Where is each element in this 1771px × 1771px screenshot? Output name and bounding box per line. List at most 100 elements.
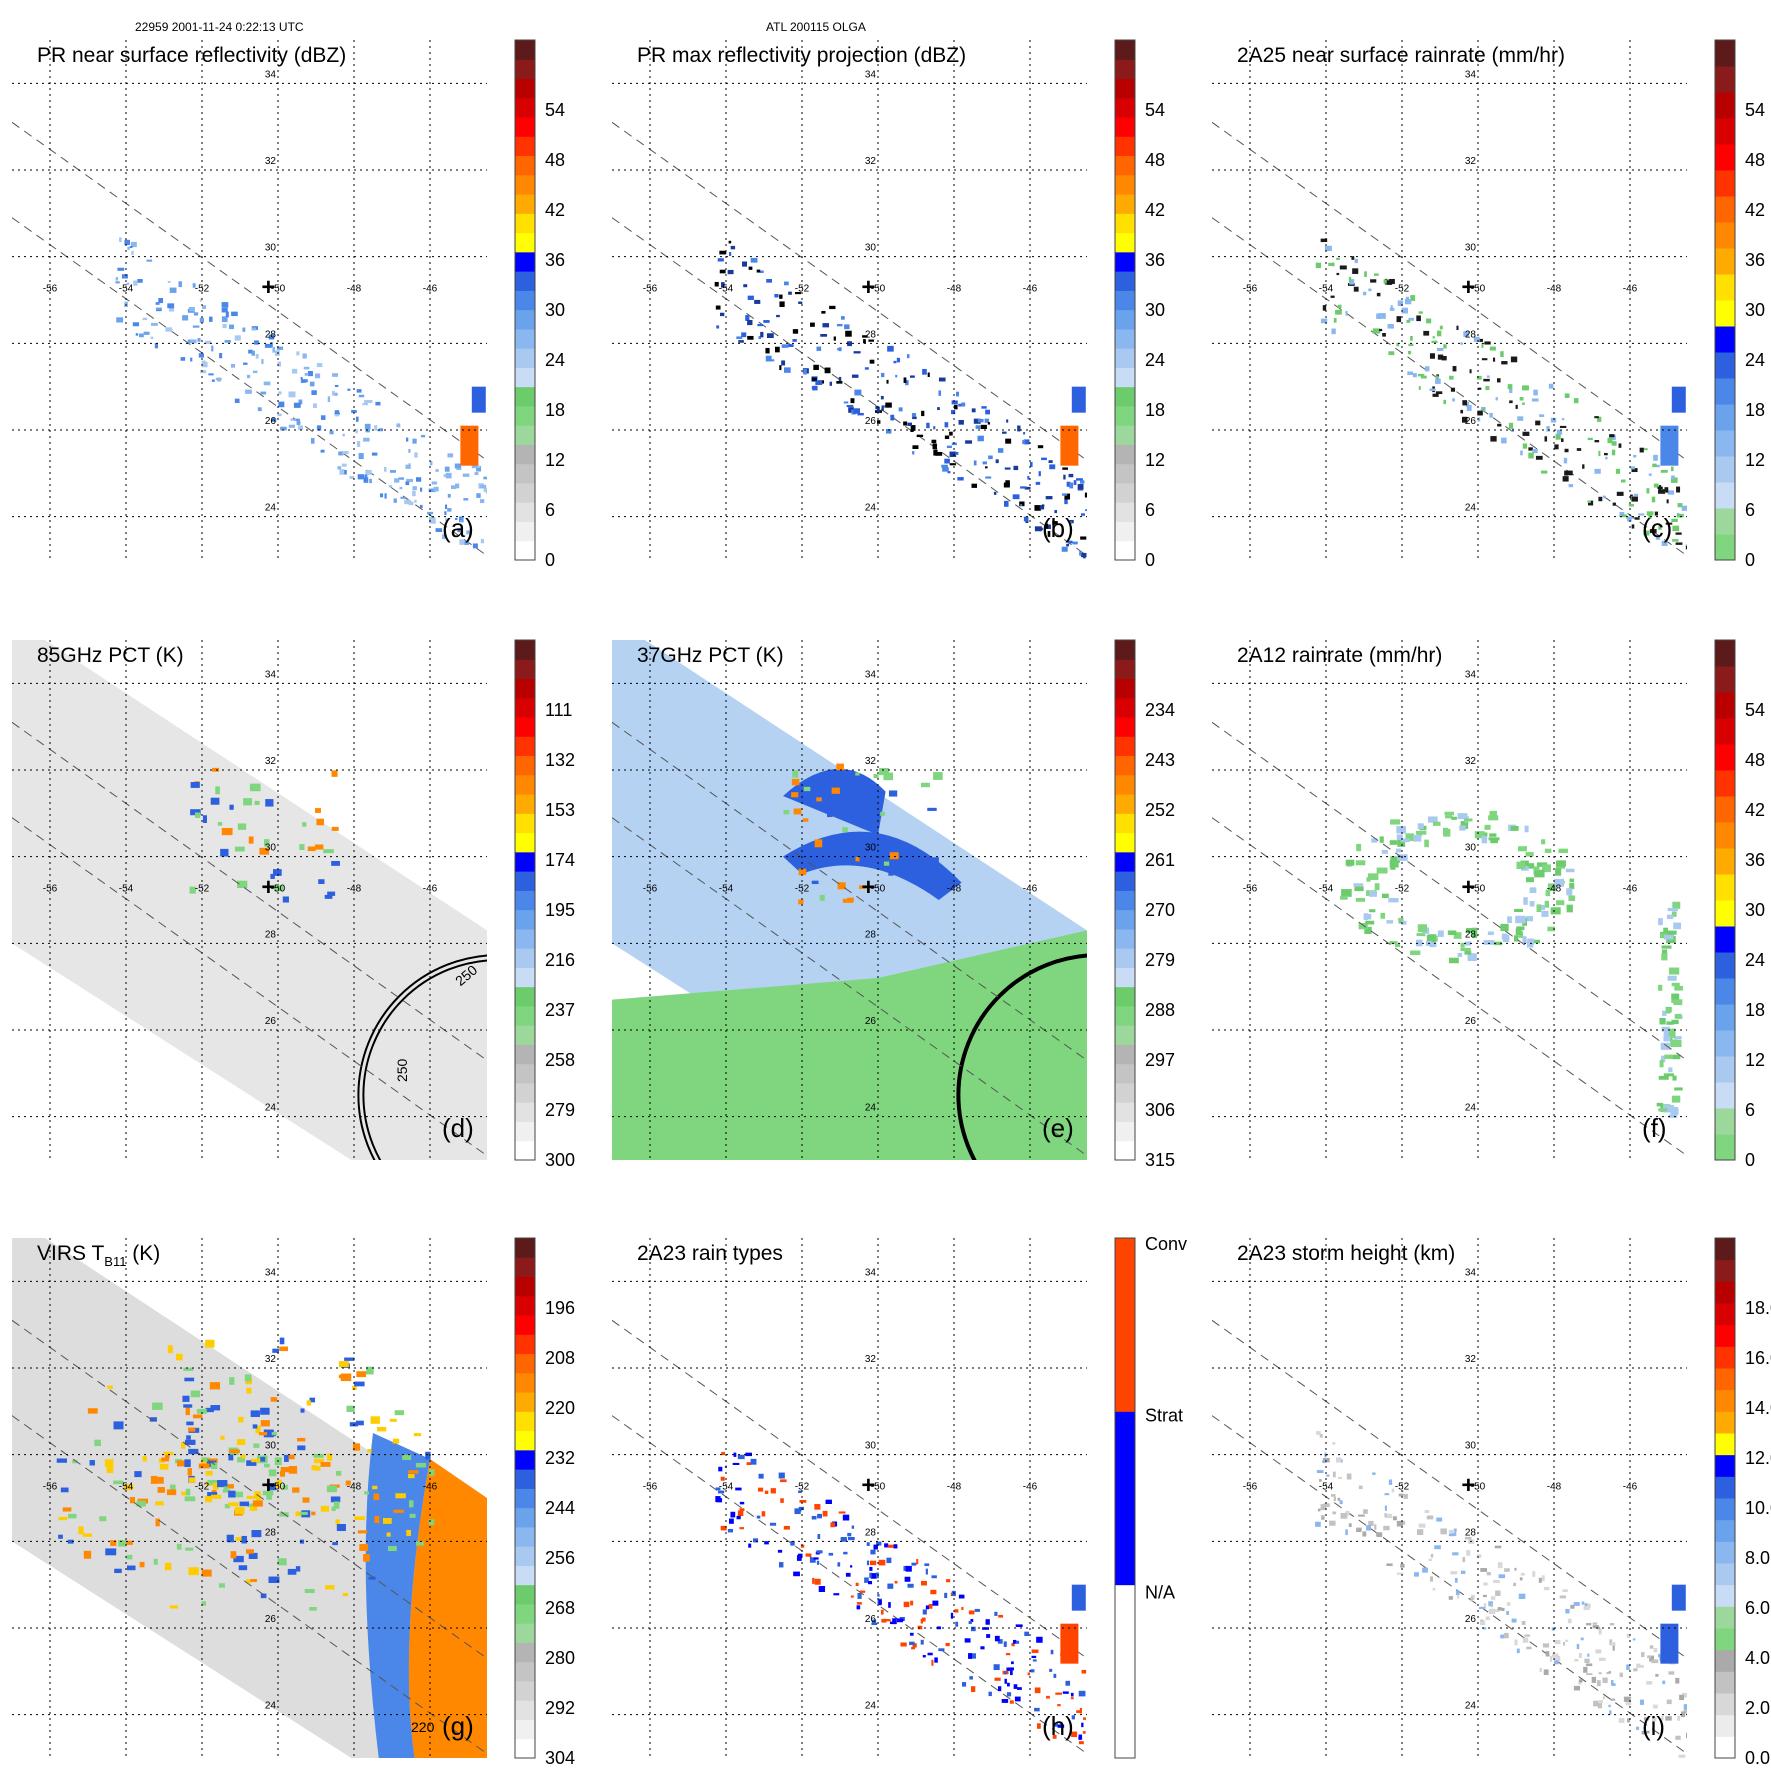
echo-pixel-b (905, 380, 909, 386)
echo-pixel-g (311, 1465, 317, 1471)
echo-pixel-h (962, 1682, 967, 1687)
colorbar-tick-label-i: 8.0 (1745, 1548, 1770, 1568)
echo-pixel-i (1665, 1716, 1672, 1721)
echo-pixel-c (1432, 393, 1439, 397)
panel-label-d: (d) (442, 1113, 474, 1143)
echo-pixel-b (1024, 486, 1031, 490)
echo-pixel-h (735, 1487, 742, 1491)
colorbar-tick-label-c: 54 (1745, 100, 1765, 120)
echo-pixel-c (1664, 487, 1669, 493)
colorbar-cell-f (1715, 874, 1735, 901)
echo-pixel-a (167, 280, 171, 283)
lon-tick-label: -50 (271, 283, 286, 294)
echo-pixel-i (1598, 1672, 1602, 1675)
echo-pixel-i (1583, 1605, 1590, 1611)
colorbar-cell-i (1715, 1433, 1735, 1456)
echo-pixel-i (1366, 1525, 1371, 1531)
echo-pixel-i (1466, 1550, 1471, 1556)
echo-pixel-c (1473, 336, 1480, 342)
echo-pixel-b (750, 257, 758, 263)
echo-pixel-i (1345, 1529, 1348, 1536)
echo-pixel-g (56, 1458, 67, 1463)
echo-pixel-h (997, 1686, 1002, 1692)
echo-pixel-g (118, 1540, 127, 1547)
echo-pixel-i (1401, 1490, 1404, 1493)
echo-pixel-d (302, 822, 307, 827)
echo-pixel-h (924, 1563, 930, 1567)
colorbar-cell-c (1715, 326, 1735, 353)
echo-pixel-b (727, 269, 734, 275)
echo-pixel-b (885, 402, 892, 408)
echo-pixel-f (1674, 1013, 1682, 1019)
echo-pixel-i (1685, 1732, 1687, 1739)
echo-pixel-b (1039, 505, 1045, 510)
echo-pixel-i (1315, 1521, 1321, 1527)
echo-pixel-c (1477, 410, 1483, 416)
echo-pixel-c (1331, 328, 1336, 335)
echo-pixel-c (1320, 238, 1328, 243)
echo-pixel-g (425, 1489, 436, 1498)
echo-pixel-h (936, 1626, 941, 1630)
colorbar-cell-f (1715, 1134, 1735, 1161)
echo-pixel-g (234, 1506, 245, 1515)
echo-pixel-b (1005, 480, 1010, 487)
echo-pixel-c (1646, 488, 1650, 494)
echo-pixel-h (903, 1565, 908, 1571)
echo-pixel-f (1426, 934, 1436, 943)
echo-pixel-h (720, 1476, 725, 1481)
echo-pixel-i (1618, 1718, 1625, 1723)
echo-pixel-i (1483, 1582, 1488, 1586)
echo-pixel-a (400, 496, 406, 499)
echo-pixel-i (1653, 1704, 1658, 1709)
lat-tick-label: 24 (265, 1701, 277, 1712)
echo-pixel-a (430, 517, 436, 524)
lat-tick-label: 30 (865, 1441, 877, 1452)
echo-pixel-c (1443, 399, 1447, 405)
echo-pixel-h (888, 1602, 891, 1608)
echo-pixel-g (292, 1487, 300, 1493)
echo-pixel-i (1374, 1524, 1377, 1530)
echo-pixel-h (1053, 1722, 1059, 1727)
echo-pixel-e (880, 811, 885, 816)
echo-pixel-i (1337, 1497, 1341, 1501)
lat-tick-label: 34 (865, 69, 877, 80)
echo-pixel-a (225, 311, 229, 318)
echo-pixel-c (1420, 375, 1427, 379)
echo-pixel-h (777, 1549, 783, 1553)
echo-pixel-h (887, 1544, 894, 1548)
echo-pixel-e (811, 880, 819, 885)
echo-pixel-g (224, 1484, 234, 1489)
lon-tick-label: -56 (643, 1481, 658, 1492)
lat-tick-label: 34 (265, 69, 277, 80)
echo-pixel-a (472, 543, 478, 549)
echo-pixel-b (1066, 543, 1070, 547)
echo-pixel-h (968, 1653, 973, 1659)
echo-pixel-c (1550, 417, 1557, 423)
echo-pixel-h (934, 1657, 938, 1663)
echo-pixel-f (1663, 1036, 1671, 1042)
echo-pixel-i (1388, 1479, 1393, 1485)
echo-pixel-a (415, 477, 422, 482)
echo-pixel-f (1541, 839, 1546, 845)
echo-pixel-h (884, 1619, 891, 1622)
echo-pixel-a (309, 381, 315, 387)
echo-pixel-g (228, 1502, 239, 1507)
echo-pixel-g (338, 1361, 349, 1368)
echo-pixel-b (853, 351, 861, 354)
echo-pixel-b (961, 402, 966, 407)
lon-tick-label: -54 (1319, 883, 1334, 894)
echo-pixel-h (838, 1511, 846, 1514)
colorbar-cell-b (1115, 117, 1135, 137)
echo-pixel-g (107, 1385, 113, 1389)
echo-pixel-b (1023, 431, 1026, 435)
echo-pixel-h (822, 1510, 828, 1517)
echo-pixel-b (857, 412, 864, 416)
colorbar-cell-a (515, 425, 535, 445)
echo-pixel-g (124, 1540, 133, 1545)
storm-center-icon: + (861, 874, 875, 901)
echo-pixel-b (769, 359, 775, 362)
echo-pixel-f (1659, 1018, 1666, 1025)
echo-pixel-c (1410, 335, 1413, 341)
